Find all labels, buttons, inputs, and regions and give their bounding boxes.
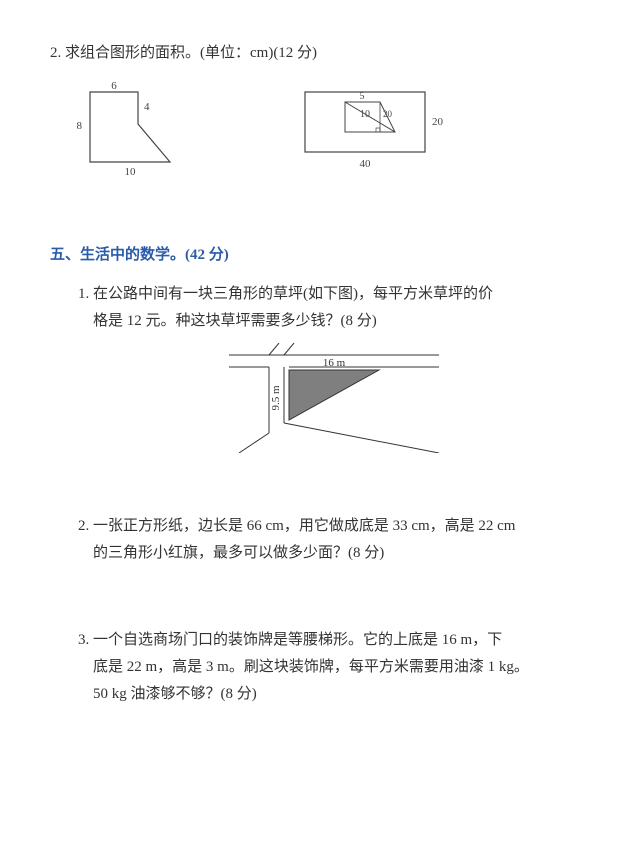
problem-text: 2. 求组合图形的面积。(单位：cm)(12 分) [50,40,590,67]
line2: 格是 12 元。种这块草坪需要多少钱？(8 分) [78,313,377,329]
label-inner-h: 20 [383,109,393,119]
label-top: 6 [111,80,117,92]
problem-5-3: 3. 一个自选商场门口的装饰牌是等腰梯形。它的上底是 16 m，下 底是 22 … [50,627,590,708]
problem-5-1: 1. 在公路中间有一块三角形的草坪(如下图)，每平方米草坪的价 格是 12 元。… [50,281,590,453]
problem-text: 2. 一张正方形纸，边长是 66 cm，用它做成底是 33 cm，高是 22 c… [78,513,590,567]
label-height: 9.5 m [270,385,282,411]
figure-lawn: 16 m 9.5 m [78,343,590,453]
section-5-header: 五、生活中的数学。(42 分) [50,242,590,269]
figures-row: 6 4 8 10 5 10 20 20 40 [50,77,590,182]
line1: 一张正方形纸，边长是 66 cm，用它做成底是 33 cm，高是 22 cm [93,518,515,534]
problem-number: 2. [50,45,61,61]
lawn-svg: 16 m 9.5 m [229,343,439,453]
problem-5-2: 2. 一张正方形纸，边长是 66 cm，用它做成底是 33 cm，高是 22 c… [50,513,590,567]
label-width: 40 [360,158,372,170]
label-width: 16 m [323,357,346,369]
problem-number: 1. [78,286,89,302]
figure-composite-a: 6 4 8 10 [70,77,190,182]
problem-text: 1. 在公路中间有一块三角形的草坪(如下图)，每平方米草坪的价 格是 12 元。… [78,281,590,335]
figure-composite-b: 5 10 20 20 40 [290,77,450,172]
line2: 底是 22 m，高是 3 m。刷这块装饰牌，每平方米需要用油漆 1 kg。 [78,659,529,675]
line2: 的三角形小红旗，最多可以做多少面？(8 分) [78,545,384,561]
problem-number: 2. [78,518,89,534]
problem-2-area: 2. 求组合图形的面积。(单位：cm)(12 分) 6 4 8 10 5 10 … [50,40,590,182]
label-left: 8 [77,120,83,132]
line3: 50 kg 油漆够不够？(8 分) [78,686,257,702]
label-right: 4 [144,101,150,113]
label-inner-base: 10 [360,109,370,120]
label-height: 20 [432,116,444,128]
problem-number: 3. [78,632,89,648]
line1: 一个自选商场门口的装饰牌是等腰梯形。它的上底是 16 m，下 [93,632,502,648]
problem-body: 求组合图形的面积。(单位：cm)(12 分) [65,45,317,61]
label-inner-top: 5 [360,91,365,102]
problem-text: 3. 一个自选商场门口的装饰牌是等腰梯形。它的上底是 16 m，下 底是 22 … [78,627,590,708]
label-bottom: 10 [125,166,137,178]
line1: 在公路中间有一块三角形的草坪(如下图)，每平方米草坪的价 [93,286,493,302]
